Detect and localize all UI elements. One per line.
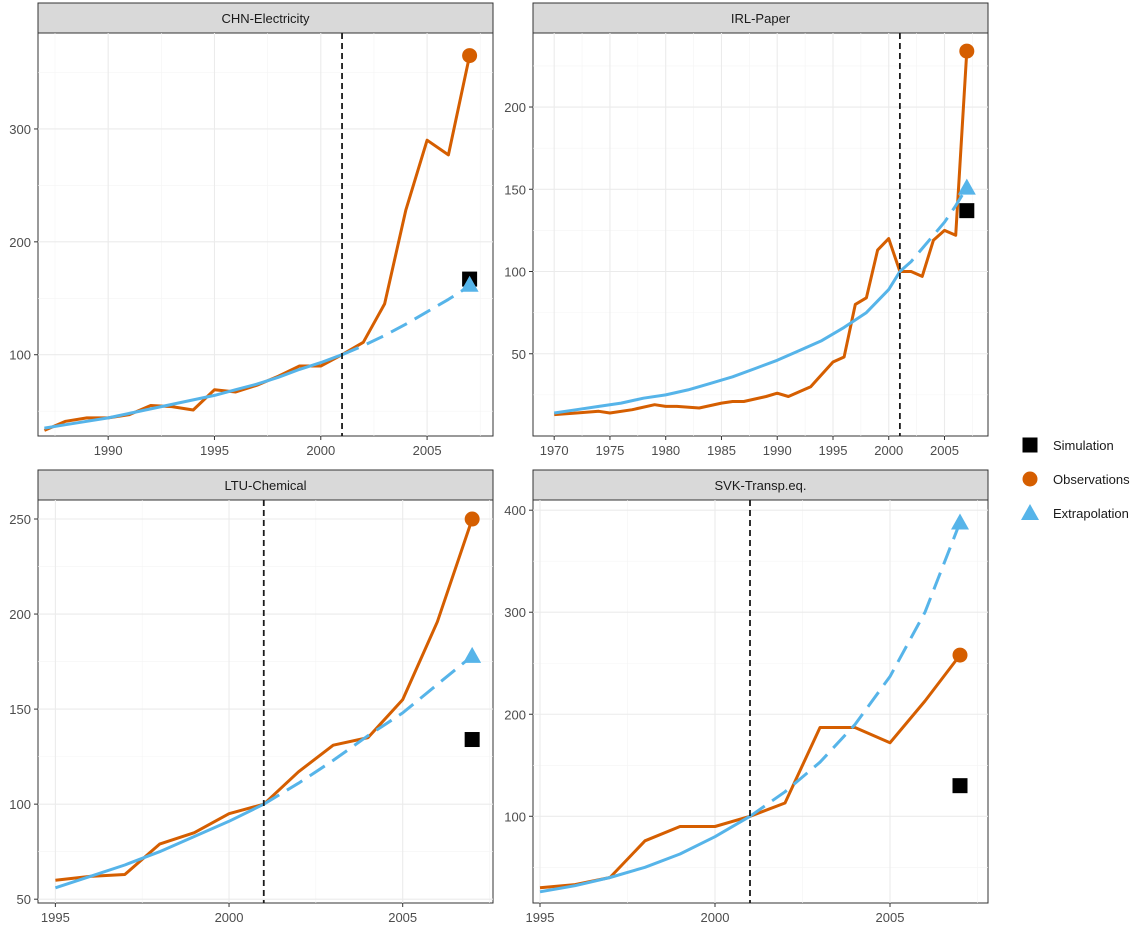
- plot-area: [37, 32, 494, 437]
- series-line-extrapolation: [553, 270, 902, 415]
- marker-extrapolation: [460, 275, 479, 292]
- x-tick-label: 1985: [707, 443, 736, 458]
- panel-title: LTU-Chemical: [224, 478, 306, 493]
- series-line-extrapolation: [539, 815, 751, 894]
- y-tick-label: 150: [504, 182, 526, 197]
- y-tick-label: 250: [9, 512, 31, 527]
- marker-simulation: [952, 778, 968, 794]
- x-tick-label: 2000: [874, 443, 903, 458]
- y-tick-label: 200: [504, 707, 526, 722]
- marker-extrapolation: [951, 513, 969, 530]
- strip-chn-electricity: [37, 2, 494, 34]
- marker-extrapolation: [463, 646, 482, 663]
- y-tick-label: 200: [504, 100, 526, 115]
- y-tick-label: 100: [504, 265, 526, 280]
- plot-marks: [43, 33, 472, 436]
- y-tick-label: 100: [9, 348, 31, 363]
- series-line-extrapolation-projected: [898, 186, 969, 273]
- x-tick-label: 1990: [94, 443, 123, 458]
- series-line-extrapolation-projected: [263, 654, 474, 806]
- legend-label: Observations: [1053, 472, 1130, 487]
- x-tick-label: 2000: [701, 910, 730, 925]
- y-tick-label: 200: [9, 235, 31, 250]
- strip-ltu-chemical: [37, 469, 494, 501]
- legend-item-observations: Observations: [1022, 471, 1130, 487]
- strip-irl-paper: [532, 2, 989, 34]
- chart-panels: CHN-Electricity 1990 1995 2000 2005 100 200 300…: [9, 2, 989, 925]
- marker-observations: [952, 647, 968, 663]
- legend-label: Extrapolation: [1053, 506, 1129, 521]
- y-tick-label: 200: [9, 607, 31, 622]
- gridlines: [533, 33, 988, 436]
- series-line-extrapolation: [54, 802, 265, 890]
- legend-key-square: [1022, 437, 1038, 453]
- y-tick-label: 300: [504, 605, 526, 620]
- plot-area: [37, 499, 494, 904]
- x-tick-label: 1990: [763, 443, 792, 458]
- legend-key-circle: [1022, 471, 1038, 487]
- panel-title: CHN-Electricity: [221, 11, 310, 26]
- x-tick-label: 1995: [526, 910, 555, 925]
- x-tick-label: 2000: [215, 910, 244, 925]
- legend-label: Simulation: [1053, 438, 1114, 453]
- x-tick-label: 2005: [930, 443, 959, 458]
- marker-simulation: [959, 203, 975, 219]
- gridlines: [38, 33, 493, 436]
- marker-observations: [959, 43, 975, 59]
- x-tick-label: 1980: [651, 443, 680, 458]
- y-tick-label: 300: [9, 122, 31, 137]
- x-tick-label: 1995: [200, 443, 229, 458]
- x-tick-label: 2005: [876, 910, 905, 925]
- panel-title: SVK-Transp.eq.: [714, 478, 806, 493]
- y-tick-label: 400: [504, 503, 526, 518]
- y-tick-label: 100: [9, 797, 31, 812]
- series-line-extrapolation-projected: [341, 284, 471, 357]
- plot-marks: [54, 500, 474, 903]
- marker-observations: [464, 511, 480, 527]
- marker-extrapolation: [957, 178, 976, 195]
- legend: Simulation Observations Extrapolation: [1021, 437, 1130, 521]
- series-line-observations: [554, 51, 969, 417]
- panel-title: IRL-Paper: [731, 11, 791, 26]
- panel-ltu-chemical: LTU-Chemical 1995 2000 2005 50 100 150 200 250: [9, 469, 494, 925]
- x-tick-label: 1995: [819, 443, 848, 458]
- x-tick-label: 1975: [595, 443, 624, 458]
- series-line-extrapolation-projected: [749, 521, 962, 818]
- x-tick-label: 2000: [306, 443, 335, 458]
- marker-observations: [462, 48, 478, 64]
- panel-chn-electricity: CHN-Electricity 1990 1995 2000 2005 100 200 300: [9, 2, 494, 458]
- plot-area: [532, 32, 989, 437]
- x-tick-label: 2005: [388, 910, 417, 925]
- y-tick-label: 100: [504, 809, 526, 824]
- legend-key-triangle: [1021, 504, 1039, 520]
- x-tick-label: 1970: [540, 443, 569, 458]
- y-tick-label: 150: [9, 702, 31, 717]
- plot-area: [532, 499, 989, 904]
- panel-irl-paper: IRL-Paper 1970 1975 1980 1985 1990 1995 2000 200…: [504, 2, 989, 458]
- x-tick-label: 1995: [41, 910, 70, 925]
- plot-marks: [539, 500, 962, 903]
- marker-simulation: [464, 732, 480, 748]
- y-tick-label: 50: [512, 347, 526, 362]
- strip-svk-transp-eq: [532, 469, 989, 501]
- series-line-extrapolation: [44, 353, 343, 430]
- panel-svk-transp-eq: SVK-Transp.eq. 1995 2000 2005 100 200 300 400: [504, 469, 989, 925]
- legend-item-extrapolation: Extrapolation: [1021, 504, 1129, 521]
- y-tick-label: 50: [17, 892, 31, 907]
- plot-marks: [553, 33, 969, 436]
- x-tick-label: 2005: [413, 443, 442, 458]
- legend-item-simulation: Simulation: [1022, 437, 1114, 453]
